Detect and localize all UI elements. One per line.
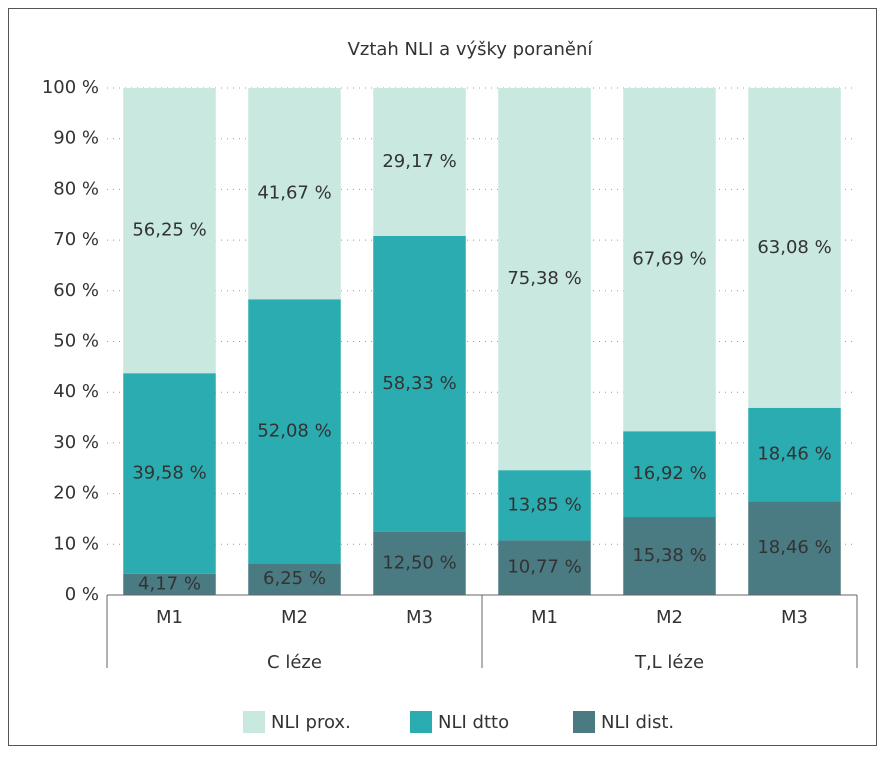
x-tick-label: M3	[406, 607, 433, 628]
y-tick-label: 80 %	[53, 178, 99, 199]
data-label: 39,58 %	[132, 463, 206, 484]
y-tick-label: 90 %	[53, 128, 99, 149]
y-tick-label: 70 %	[53, 229, 99, 250]
legend-label: NLI dist.	[601, 712, 674, 733]
data-label: 16,92 %	[632, 463, 706, 484]
bar-segment	[123, 373, 216, 574]
data-label: 67,69 %	[632, 249, 706, 270]
bar-segment	[248, 88, 341, 300]
y-tick-label: 50 %	[53, 331, 99, 352]
data-label: 15,38 %	[632, 545, 706, 566]
y-tick-label: 30 %	[53, 432, 99, 453]
y-tick-label: 10 %	[53, 533, 99, 554]
data-label: 18,46 %	[757, 444, 831, 465]
data-label: 58,33 %	[382, 373, 456, 394]
bar-segment	[123, 573, 216, 595]
bar-segment	[123, 88, 216, 374]
legend-swatch	[410, 711, 432, 733]
y-tick-label: 40 %	[53, 381, 99, 402]
x-tick-label: M2	[281, 607, 308, 628]
bar-segment	[623, 431, 716, 518]
bar-segment	[498, 540, 591, 595]
chart-title: Vztah NLI a výšky poranění	[348, 39, 594, 60]
x-tick-label: M2	[656, 607, 683, 628]
legend-label: NLI dtto	[438, 712, 509, 733]
data-label: 56,25 %	[132, 220, 206, 241]
data-label: 29,17 %	[382, 151, 456, 172]
legend-swatch	[573, 711, 595, 733]
data-label: 12,50 %	[382, 552, 456, 573]
data-label: 6,25 %	[263, 568, 326, 589]
bar-segment	[623, 517, 716, 595]
group-label: T,L léze	[634, 652, 704, 673]
y-tick-label: 20 %	[53, 483, 99, 504]
y-tick-label: 60 %	[53, 280, 99, 301]
x-tick-label: M3	[781, 607, 808, 628]
bar-segment	[748, 407, 841, 502]
bar-segment	[248, 299, 341, 564]
x-tick-label: M1	[531, 607, 558, 628]
bar-segment	[498, 470, 591, 541]
data-label: 41,67 %	[257, 183, 331, 204]
bar-segment	[623, 88, 716, 432]
data-label: 13,85 %	[507, 494, 581, 515]
data-label: 52,08 %	[257, 420, 331, 441]
bar-segment	[373, 88, 466, 236]
bar-segment	[248, 563, 341, 595]
data-label: 75,38 %	[507, 268, 581, 289]
bar-segment	[748, 88, 841, 408]
legend-swatch	[243, 711, 265, 733]
data-label: 10,77 %	[507, 557, 581, 578]
bar-segment	[373, 235, 466, 532]
data-label: 4,17 %	[138, 573, 201, 594]
bar-segment	[748, 501, 841, 595]
legend-label: NLI prox.	[271, 712, 351, 733]
y-tick-label: 100 %	[42, 77, 99, 98]
bar-segment	[373, 531, 466, 595]
group-label: C léze	[267, 652, 322, 673]
x-tick-label: M1	[156, 607, 183, 628]
data-label: 18,46 %	[757, 537, 831, 558]
data-label: 63,08 %	[757, 237, 831, 258]
bar-segment	[498, 88, 591, 471]
y-tick-label: 0 %	[65, 584, 99, 605]
